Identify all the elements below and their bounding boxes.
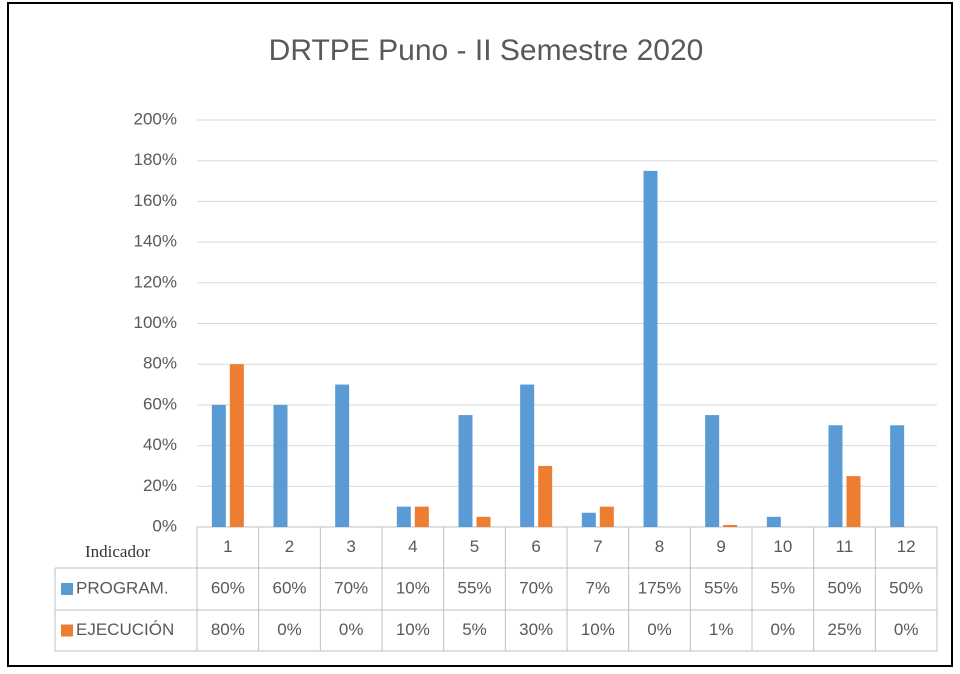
bar xyxy=(846,476,861,527)
table-cell: 0% xyxy=(771,620,796,639)
bar xyxy=(335,384,350,527)
bar xyxy=(828,425,843,527)
table-cell: 0% xyxy=(894,620,919,639)
table-cell: 10% xyxy=(396,620,430,639)
y-tick-label: 20% xyxy=(143,476,177,495)
y-tick-label: 60% xyxy=(143,394,177,413)
y-tick-label: 140% xyxy=(134,232,177,251)
y-tick-label: 100% xyxy=(134,313,177,332)
table-cell: 50% xyxy=(827,578,861,597)
bar xyxy=(273,404,288,527)
x-tick-label: 5 xyxy=(470,537,479,556)
y-tick-label: 0% xyxy=(152,516,177,535)
table-cell: 10% xyxy=(396,578,430,597)
x-tick-label: 1 xyxy=(223,537,232,556)
y-tick-label: 200% xyxy=(134,109,177,128)
bar xyxy=(890,425,905,527)
table-cell: 1% xyxy=(709,620,734,639)
y-tick-label: 180% xyxy=(134,150,177,169)
x-tick-label: 12 xyxy=(897,537,916,556)
table-cell: 70% xyxy=(519,578,553,597)
x-axis-label: Indicador xyxy=(85,542,150,561)
y-tick-label: 80% xyxy=(143,354,177,373)
x-tick-label: 11 xyxy=(836,537,854,556)
legend-swatch xyxy=(61,624,73,637)
table-cell: 0% xyxy=(647,620,672,639)
x-tick-label: 2 xyxy=(285,537,294,556)
bar xyxy=(520,384,535,527)
table-cell: 0% xyxy=(277,620,302,639)
y-tick-label: 160% xyxy=(134,191,177,210)
bar xyxy=(538,465,553,527)
x-tick-label: 6 xyxy=(531,537,540,556)
table-cell: 25% xyxy=(827,620,861,639)
table-cell: 55% xyxy=(457,578,491,597)
bar xyxy=(211,404,226,527)
bar xyxy=(476,516,491,527)
bar xyxy=(766,516,781,527)
table-cell: 80% xyxy=(211,620,245,639)
bar xyxy=(705,415,720,527)
legend-swatch xyxy=(61,583,73,595)
legend-label: PROGRAM. xyxy=(76,578,169,597)
bar xyxy=(458,415,473,527)
legend-label: EJECUCIÓN xyxy=(76,620,174,639)
x-tick-label: 7 xyxy=(593,537,602,556)
bar xyxy=(599,506,614,527)
table-cell: 70% xyxy=(334,578,368,597)
x-tick-label: 9 xyxy=(716,537,725,556)
bar xyxy=(396,506,411,527)
table-cell: 10% xyxy=(581,620,615,639)
y-tick-label: 40% xyxy=(143,435,177,454)
table-cell: 5% xyxy=(462,620,487,639)
x-tick-label: 8 xyxy=(655,537,664,556)
table-cell: 60% xyxy=(272,578,306,597)
y-tick-label: 120% xyxy=(134,272,177,291)
table-cell: 50% xyxy=(889,578,923,597)
table-cell: 5% xyxy=(771,578,796,597)
table-cell: 60% xyxy=(211,578,245,597)
bar xyxy=(581,512,596,527)
table-cell: 30% xyxy=(519,620,553,639)
chart-border xyxy=(7,2,953,667)
bar xyxy=(723,524,738,527)
chart-title: DRTPE Puno - II Semestre 2020 xyxy=(269,34,704,67)
x-tick-label: 4 xyxy=(408,537,417,556)
bar xyxy=(414,506,429,527)
table-cell: 55% xyxy=(704,578,738,597)
table-cell: 7% xyxy=(586,578,611,597)
bar xyxy=(643,170,658,527)
x-tick-label: 3 xyxy=(346,537,355,556)
x-tick-label: 10 xyxy=(773,537,792,556)
table-cell: 0% xyxy=(339,620,364,639)
table-cell: 175% xyxy=(638,578,681,597)
bar xyxy=(229,364,244,527)
